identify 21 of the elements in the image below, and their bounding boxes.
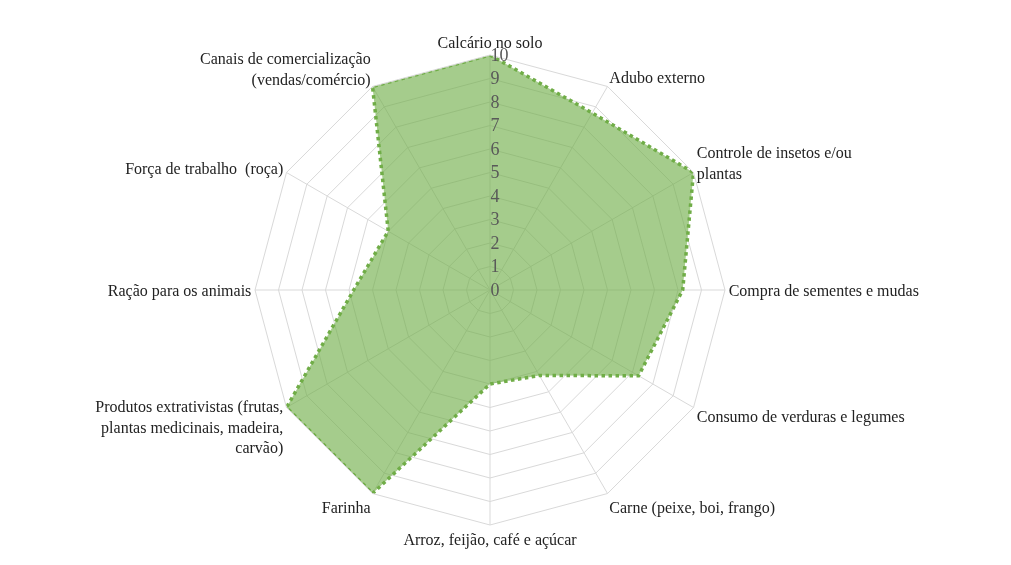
spoke-label: Adubo externo: [609, 69, 705, 87]
y-tick-label: 5: [490, 162, 500, 183]
spoke-label: Carne (peixe, boi, frango): [609, 499, 776, 518]
spoke-label: Produtos extrativistas (frutas, plantas medicinais, madeira, carvão): [95, 397, 284, 458]
spoke-label: Arroz, feijão, café e açúcar: [403, 530, 578, 549]
y-tick-label: 9: [490, 68, 500, 89]
y-tick-label: 6: [490, 138, 500, 159]
spoke-label: Consumo de verduras e legumes: [696, 408, 905, 427]
y-tick-label: 0: [490, 279, 500, 300]
spoke-label: Compra de sementes e mudas: [728, 281, 919, 300]
spoke-label: Farinha: [321, 499, 371, 517]
spoke-label: Ração para os animais: [107, 281, 252, 300]
y-tick-label: 1: [490, 256, 500, 277]
spoke-label: Canais de comercialização (vendas/comércio): [200, 49, 371, 89]
y-tick-label: 3: [490, 209, 500, 230]
y-tick-label: 4: [490, 185, 500, 206]
spoke-label: Controle de insetos e/ou plantas: [696, 144, 852, 184]
y-tick-label: 2: [490, 232, 500, 253]
y-tick-label: 7: [490, 115, 500, 136]
y-tick-label: 8: [490, 91, 500, 112]
spoke-label: Força de trabalho (roça): [125, 159, 284, 178]
